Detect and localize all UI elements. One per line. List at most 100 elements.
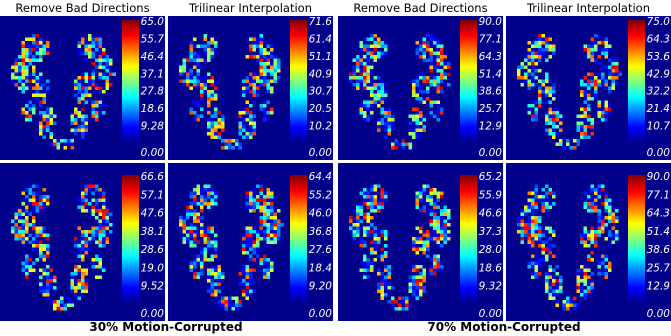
heatmap-pixel — [246, 279, 250, 283]
heatmap-pixel — [605, 258, 609, 262]
heatmap-pixel — [25, 45, 29, 49]
heatmap-pixel — [39, 255, 43, 259]
heatmap-pixel — [377, 269, 381, 273]
heatmap-pixel — [531, 55, 535, 59]
heatmap-pixel — [370, 206, 374, 210]
heatmap-pixel — [381, 111, 385, 115]
heatmap-pixel — [444, 62, 448, 66]
heatmap-pixel — [85, 192, 89, 196]
heatmap-pixel — [221, 297, 225, 301]
heatmap-pixel — [384, 265, 388, 269]
heatmap-pixel — [419, 227, 423, 231]
heatmap-pixel — [32, 59, 36, 63]
heatmap-pixel — [580, 90, 584, 94]
heatmap-pixel — [549, 129, 553, 133]
heatmap-pixel — [573, 139, 577, 143]
heatmap-pixel — [405, 143, 409, 147]
heatmap-pixel — [25, 38, 29, 42]
heatmap-pixel — [106, 241, 110, 245]
heatmap-pixel — [587, 104, 591, 108]
heatmap-pixel — [552, 230, 556, 234]
heatmap-pixel — [32, 262, 36, 266]
heatmap-pixel — [92, 69, 96, 73]
heatmap-pixel — [377, 202, 381, 206]
heatmap-pixel — [32, 80, 36, 84]
heatmap-pixel — [102, 244, 106, 248]
heatmap-pixel — [535, 38, 539, 42]
heatmap-pixel — [437, 111, 441, 115]
heatmap-pixel — [528, 73, 532, 77]
heatmap-pixel — [32, 45, 36, 49]
heatmap-pixel — [524, 234, 528, 238]
heatmap-pixel — [200, 87, 204, 91]
heatmap-pixel — [36, 34, 40, 38]
heatmap-pixel — [549, 227, 553, 231]
heatmap-pixel — [25, 216, 29, 220]
heatmap-pixel — [549, 251, 553, 255]
heatmap-pixel — [204, 195, 208, 199]
heatmap-pixel — [549, 283, 553, 287]
heatmap-pixel — [591, 202, 595, 206]
heatmap-pixel — [535, 76, 539, 80]
heatmap-pixel — [531, 76, 535, 80]
heatmap-pixel — [211, 265, 215, 269]
heatmap-pixel — [78, 199, 82, 203]
heatmap-pixel — [71, 146, 75, 150]
heatmap-pixel — [353, 59, 357, 63]
heatmap-pixel — [102, 192, 106, 196]
heatmap-pixel — [528, 244, 532, 248]
heatmap-pixel — [85, 188, 89, 192]
heatmap-pixel — [598, 213, 602, 217]
heatmap-pixel — [88, 83, 92, 87]
heatmap-pixel — [99, 227, 103, 231]
heatmap-pixel — [552, 111, 556, 115]
heatmap-pixel — [109, 213, 113, 217]
heatmap-pixel — [207, 195, 211, 199]
heatmap-pixel — [531, 244, 535, 248]
heatmap-pixel — [430, 220, 434, 224]
heatmap-pixel — [612, 66, 616, 70]
heatmap-pixel — [246, 199, 250, 203]
heatmap-pixel — [32, 223, 36, 227]
heatmap-pixel — [444, 55, 448, 59]
heatmap-pixel — [242, 80, 246, 84]
heatmap-panel: 71.661.451.140.930.720.510.20.00 — [168, 16, 333, 160]
heatmap-pixel — [538, 234, 542, 238]
heatmap-pixel — [444, 220, 448, 224]
heatmap-pixel — [374, 248, 378, 252]
heatmap-pixel — [528, 199, 532, 203]
heatmap-pixel — [545, 111, 549, 115]
heatmap-pixel — [249, 283, 253, 287]
heatmap-pixel — [349, 220, 353, 224]
heatmap-pixel — [363, 45, 367, 49]
heatmap-pixel — [179, 220, 183, 224]
heatmap-pixel — [197, 115, 201, 119]
heatmap-pixel — [517, 76, 521, 80]
heatmap-pixel — [253, 73, 257, 77]
heatmap-pixel — [531, 237, 535, 241]
heatmap-pixel — [437, 258, 441, 262]
heatmap-pixel — [391, 300, 395, 304]
heatmap-pixel — [381, 122, 385, 126]
heatmap-pixel — [367, 59, 371, 63]
heatmap-pixel — [584, 132, 588, 136]
heatmap-pixel — [263, 202, 267, 206]
heatmap-pixel — [615, 216, 619, 220]
heatmap-pixel — [535, 269, 539, 273]
heatmap-pixel — [437, 199, 441, 203]
heatmap-pixel — [381, 293, 385, 297]
heatmap-pixel — [370, 202, 374, 206]
heatmap-pixel — [377, 185, 381, 189]
heatmap-pixel — [39, 290, 43, 294]
heatmap-pixel — [363, 66, 367, 70]
heatmap-pixel — [580, 129, 584, 133]
heatmap-pixel — [437, 83, 441, 87]
heatmap-pixel — [612, 73, 616, 77]
heatmap-pixel — [356, 66, 360, 70]
heatmap-pixel — [211, 258, 215, 262]
heatmap-pixel — [207, 188, 211, 192]
heatmap-pixel — [381, 279, 385, 283]
heatmap-pixel — [85, 272, 89, 276]
heatmap-pixel — [190, 209, 194, 213]
heatmap-pixel — [437, 234, 441, 238]
